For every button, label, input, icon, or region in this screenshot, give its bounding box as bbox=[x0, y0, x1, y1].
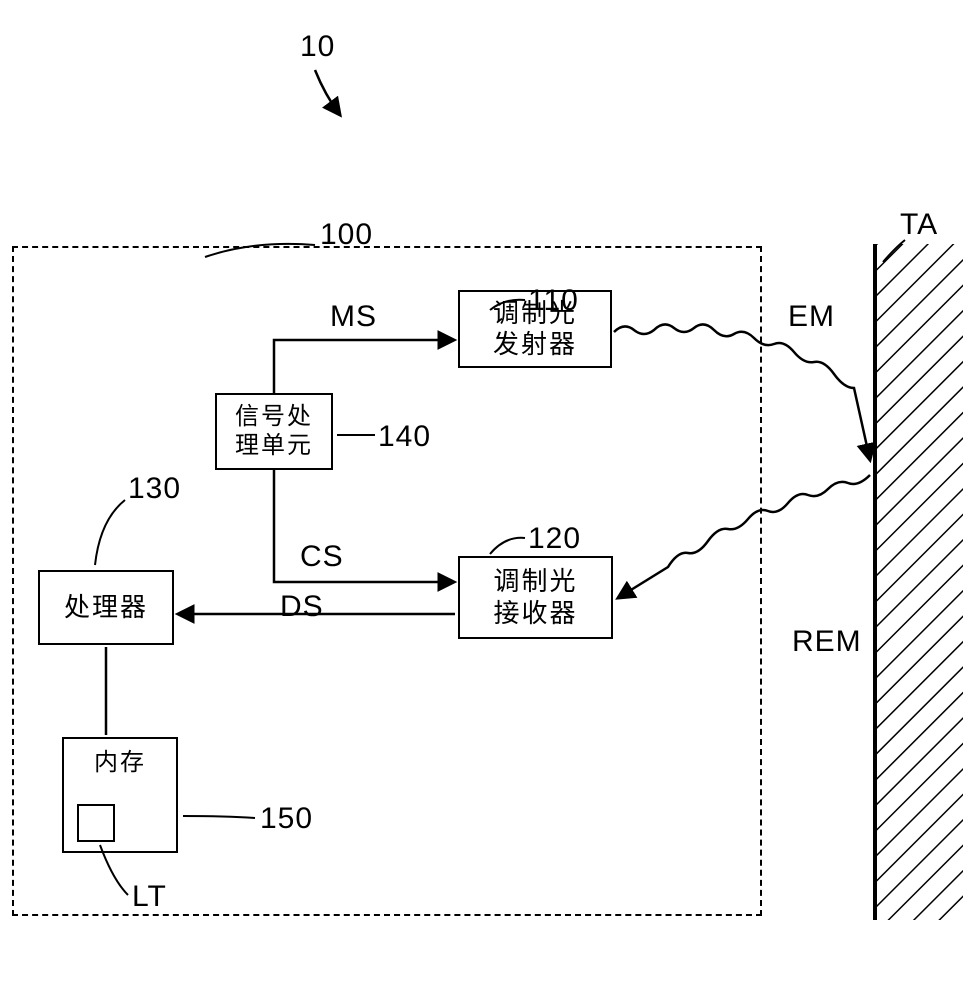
sig-ds: DS bbox=[280, 590, 324, 624]
ref-emitter: 110 bbox=[528, 284, 579, 318]
sig-em: EM bbox=[788, 300, 835, 334]
block-spu: 信号处 理单元 bbox=[215, 393, 333, 470]
ref-spu: 140 bbox=[378, 420, 431, 454]
block-processor: 处理器 bbox=[38, 570, 174, 645]
spu-line1: 信号处 bbox=[235, 403, 313, 432]
block-receiver: 调制光 接收器 bbox=[458, 556, 613, 639]
spu-line2: 理单元 bbox=[235, 432, 313, 461]
sig-rem: REM bbox=[792, 625, 862, 659]
ref-memory: 150 bbox=[260, 802, 313, 836]
memory-label: 内存 bbox=[94, 749, 146, 778]
ref-container: 100 bbox=[320, 218, 373, 252]
block-memory-inner bbox=[77, 804, 115, 842]
processor-label: 处理器 bbox=[64, 592, 148, 623]
ref-system: 10 bbox=[300, 30, 335, 64]
ref-lt: LT bbox=[132, 880, 167, 914]
receiver-line1: 调制光 bbox=[493, 566, 577, 597]
ref-processor: 130 bbox=[128, 472, 181, 506]
emitter-line2: 发射器 bbox=[493, 329, 577, 360]
ref-ta: TA bbox=[900, 208, 938, 242]
receiver-line2: 接收器 bbox=[493, 598, 577, 629]
sig-ms: MS bbox=[330, 300, 377, 334]
sig-cs: CS bbox=[300, 540, 344, 574]
ref-receiver: 120 bbox=[528, 522, 581, 556]
diagram-root: 调制光 发射器 调制光 接收器 信号处 理单元 处理器 内存 10 100 11… bbox=[0, 0, 963, 1000]
